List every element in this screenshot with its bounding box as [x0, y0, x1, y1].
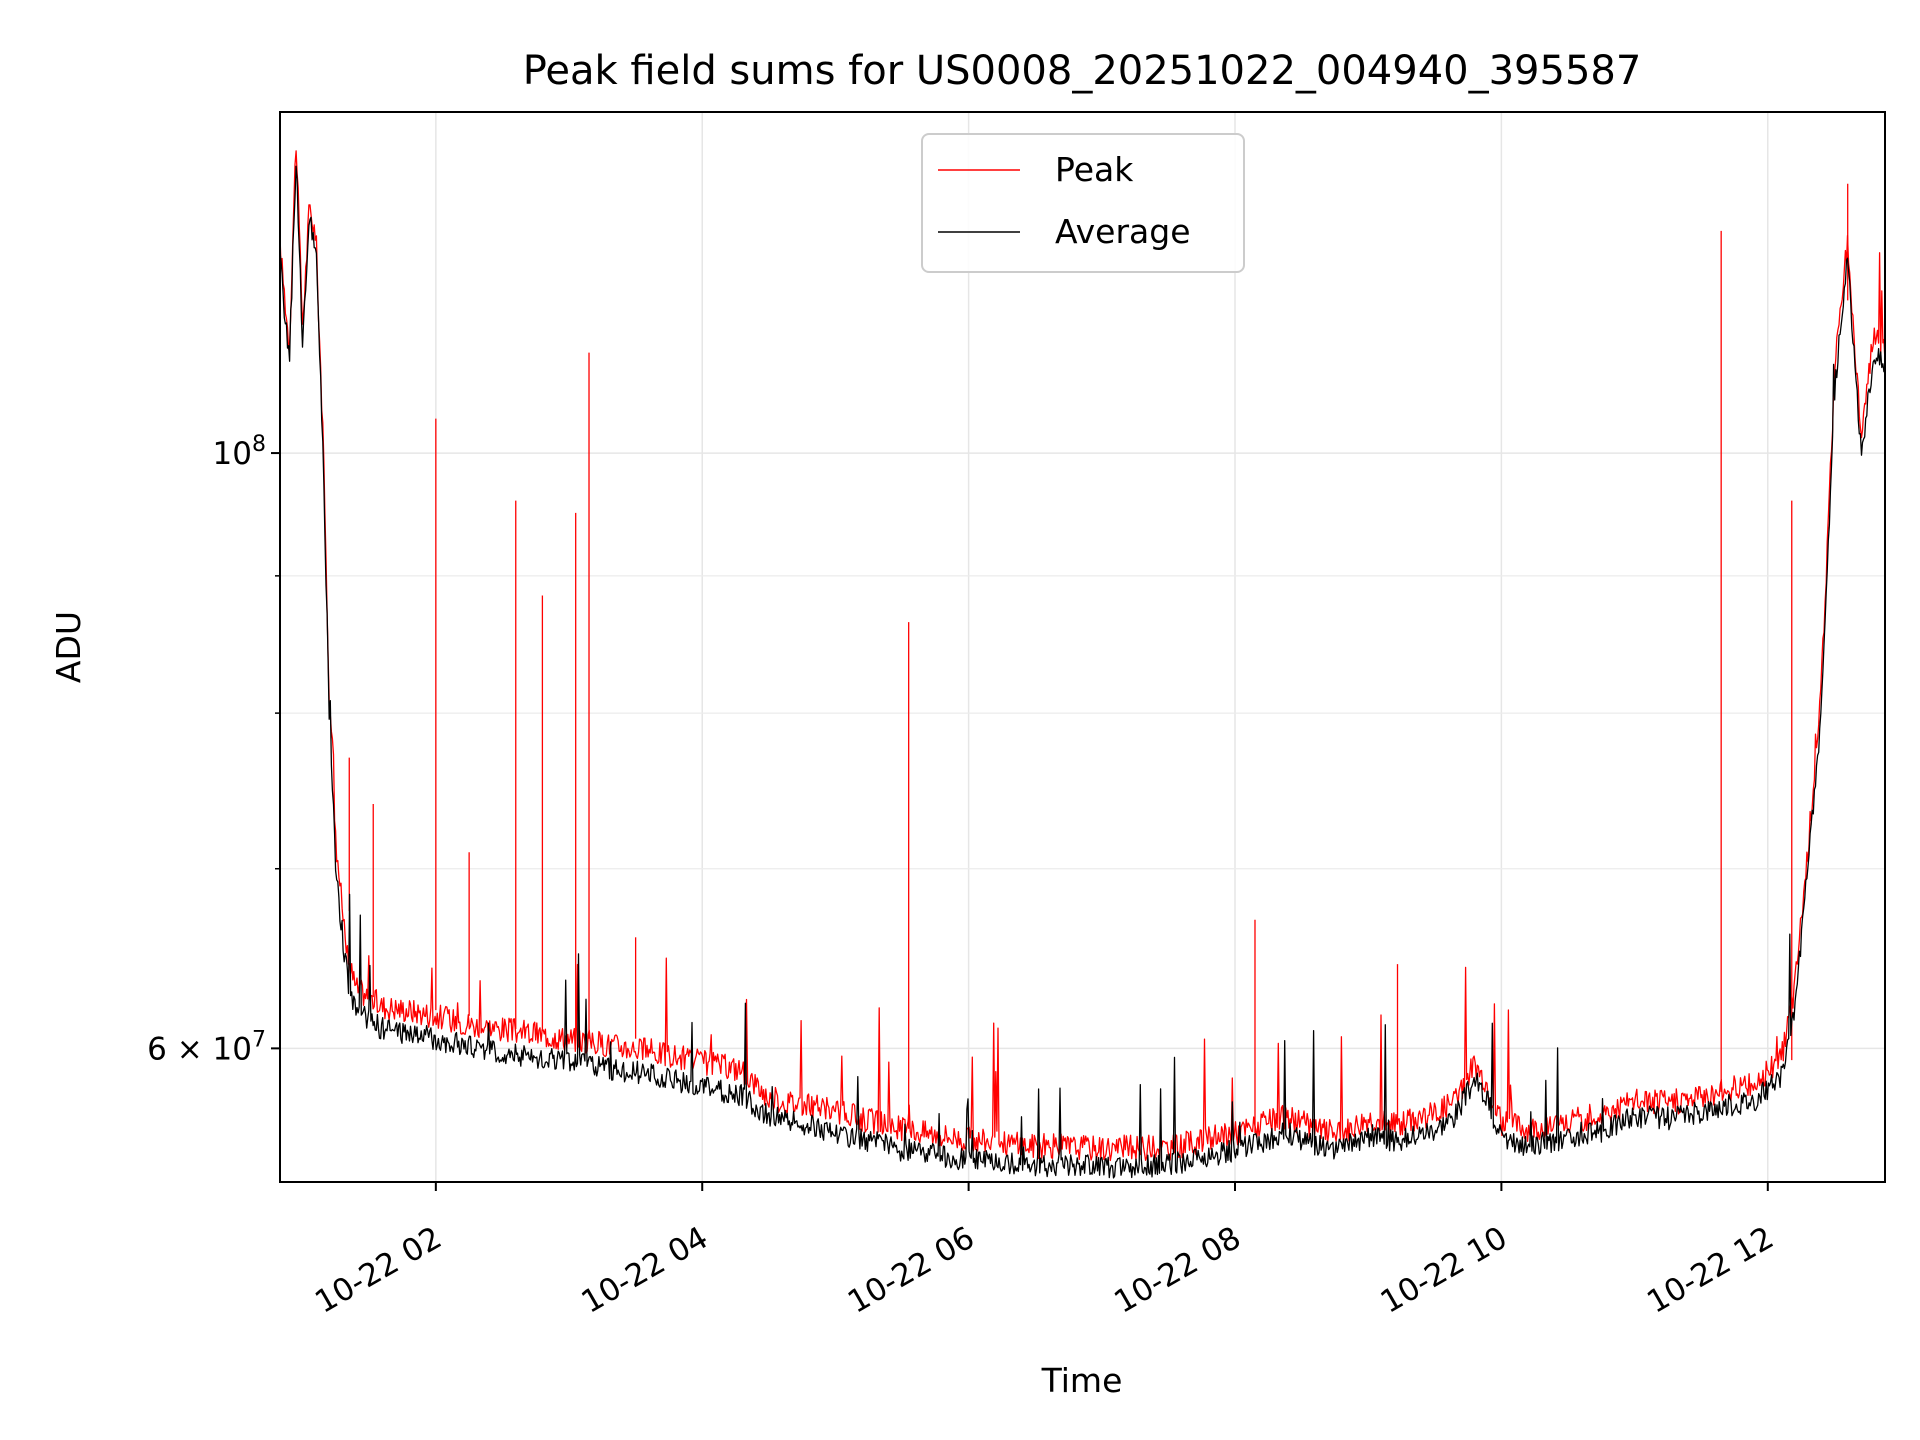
legend-box	[921, 133, 1245, 273]
series-group	[279, 150, 1886, 1179]
legend: Peak Average	[921, 133, 1245, 273]
legend-label-average: Average	[1055, 212, 1191, 251]
plot-area	[280, 112, 1885, 1182]
y-axis-label: ADU	[49, 611, 88, 683]
legend-label-peak: Peak	[1055, 150, 1134, 189]
plot-frame	[279, 111, 1886, 1183]
grid	[280, 112, 1885, 1182]
y-tick-label: 108	[213, 432, 266, 472]
x-axis-label: Time	[1041, 1361, 1123, 1400]
y-tick-label: 6 × 107	[147, 1027, 266, 1067]
series-peak-line	[279, 150, 1886, 1162]
series-average-line	[279, 165, 1886, 1179]
chart-title: Peak field sums for US0008_20251022_0049…	[523, 48, 1642, 94]
